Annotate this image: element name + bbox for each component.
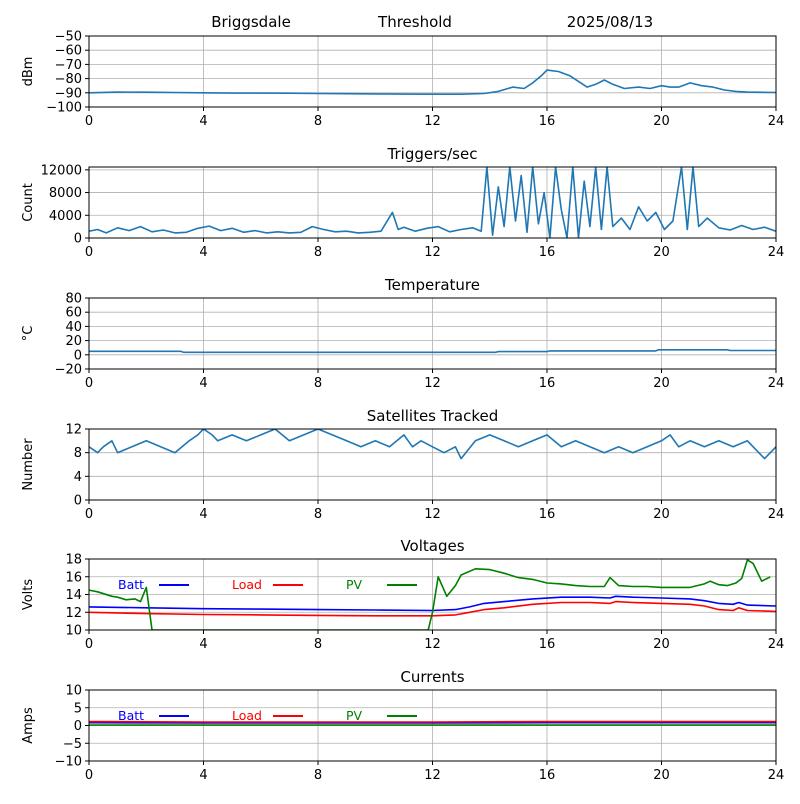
date-label: 2025/08/13 xyxy=(567,13,653,31)
y-tick-label: 16 xyxy=(65,570,82,585)
y-tick-label: −60 xyxy=(55,44,82,59)
x-tick-label: 8 xyxy=(314,768,322,783)
x-tick-label: 12 xyxy=(424,114,441,129)
x-tick-label: 0 xyxy=(85,114,93,129)
y-tick-label: 10 xyxy=(65,624,82,639)
y-tick-label: 4 xyxy=(74,470,82,485)
y-tick-label: 20 xyxy=(65,334,82,349)
x-tick-label: 16 xyxy=(539,376,556,391)
y-tick-label: 80 xyxy=(65,292,82,307)
legend-label-pv: PV xyxy=(346,708,363,723)
threshold-label: Threshold xyxy=(377,13,452,31)
y-tick-label: −20 xyxy=(55,363,82,378)
y-axis-label: dBm xyxy=(21,57,36,87)
x-tick-label: 4 xyxy=(199,376,207,391)
y-tick-label: 8000 xyxy=(49,186,82,201)
x-tick-label: 4 xyxy=(199,507,207,522)
y-tick-label: −5 xyxy=(63,737,82,752)
x-tick-label: 12 xyxy=(424,768,441,783)
x-tick-label: 8 xyxy=(314,245,322,260)
y-tick-label: 0 xyxy=(74,232,82,247)
x-tick-label: 20 xyxy=(653,114,670,129)
y-tick-label: 0 xyxy=(74,348,82,363)
x-tick-label: 24 xyxy=(768,114,785,129)
y-axis-label: Amps xyxy=(21,707,36,744)
y-tick-label: 40 xyxy=(65,320,82,335)
y-tick-label: 4000 xyxy=(49,209,82,224)
x-tick-label: 24 xyxy=(768,768,785,783)
x-tick-label: 20 xyxy=(653,245,670,260)
x-tick-label: 8 xyxy=(314,114,322,129)
y-tick-label: −80 xyxy=(55,72,82,87)
y-tick-label: 5 xyxy=(74,701,82,716)
y-tick-label: −50 xyxy=(55,30,82,45)
legend-label-batt: Batt xyxy=(118,577,144,592)
x-tick-label: 4 xyxy=(199,637,207,652)
y-tick-label: 8 xyxy=(74,446,82,461)
y-axis-label: °C xyxy=(21,326,36,342)
x-tick-label: 4 xyxy=(199,114,207,129)
x-tick-label: 20 xyxy=(653,507,670,522)
x-tick-label: 24 xyxy=(768,245,785,260)
legend-label-load: Load xyxy=(232,708,262,723)
y-axis-label: Volts xyxy=(21,579,36,611)
x-tick-label: 16 xyxy=(539,637,556,652)
x-tick-label: 16 xyxy=(539,114,556,129)
x-tick-label: 16 xyxy=(539,768,556,783)
x-tick-label: 16 xyxy=(539,245,556,260)
x-tick-label: 0 xyxy=(85,637,93,652)
x-tick-label: 20 xyxy=(653,376,670,391)
x-tick-label: 20 xyxy=(653,637,670,652)
x-tick-label: 0 xyxy=(85,376,93,391)
chart-title: Satellites Tracked xyxy=(367,407,498,425)
y-tick-label: 14 xyxy=(65,588,82,603)
legend-label-load: Load xyxy=(232,577,262,592)
x-tick-label: 8 xyxy=(314,507,322,522)
x-tick-label: 24 xyxy=(768,376,785,391)
x-tick-label: 8 xyxy=(314,637,322,652)
y-tick-label: 18 xyxy=(65,553,82,568)
legend-label-batt: Batt xyxy=(118,708,144,723)
x-tick-label: 16 xyxy=(539,507,556,522)
y-tick-label: 0 xyxy=(74,719,82,734)
x-tick-label: 12 xyxy=(424,245,441,260)
x-tick-label: 4 xyxy=(199,245,207,260)
x-tick-label: 24 xyxy=(768,507,785,522)
y-tick-label: 0 xyxy=(74,494,82,509)
x-tick-label: 12 xyxy=(424,507,441,522)
y-axis-label: Count xyxy=(21,183,36,222)
y-tick-label: 12 xyxy=(65,423,82,438)
x-tick-label: 12 xyxy=(424,637,441,652)
legend-label-pv: PV xyxy=(346,577,363,592)
x-tick-label: 20 xyxy=(653,768,670,783)
y-axis-label: Number xyxy=(21,438,36,491)
y-tick-label: −10 xyxy=(55,755,82,770)
y-tick-label: 12000 xyxy=(41,163,82,178)
y-tick-label: 60 xyxy=(65,306,82,321)
y-tick-label: −100 xyxy=(46,101,82,116)
y-tick-label: −70 xyxy=(55,58,82,73)
chart-title: Triggers/sec xyxy=(387,145,478,163)
y-tick-label: −90 xyxy=(55,86,82,101)
x-tick-label: 0 xyxy=(85,245,93,260)
x-tick-label: 12 xyxy=(424,376,441,391)
x-tick-label: 0 xyxy=(85,768,93,783)
chart-title: Currents xyxy=(400,668,464,686)
chart-title: Temperature xyxy=(384,276,480,294)
x-tick-label: 4 xyxy=(199,768,207,783)
x-tick-label: 24 xyxy=(768,637,785,652)
y-tick-label: 10 xyxy=(65,684,82,699)
station-label: Briggsdale xyxy=(211,13,291,31)
x-tick-label: 8 xyxy=(314,376,322,391)
x-tick-label: 0 xyxy=(85,507,93,522)
chart-title: Voltages xyxy=(400,537,464,555)
y-tick-label: 12 xyxy=(65,606,82,621)
